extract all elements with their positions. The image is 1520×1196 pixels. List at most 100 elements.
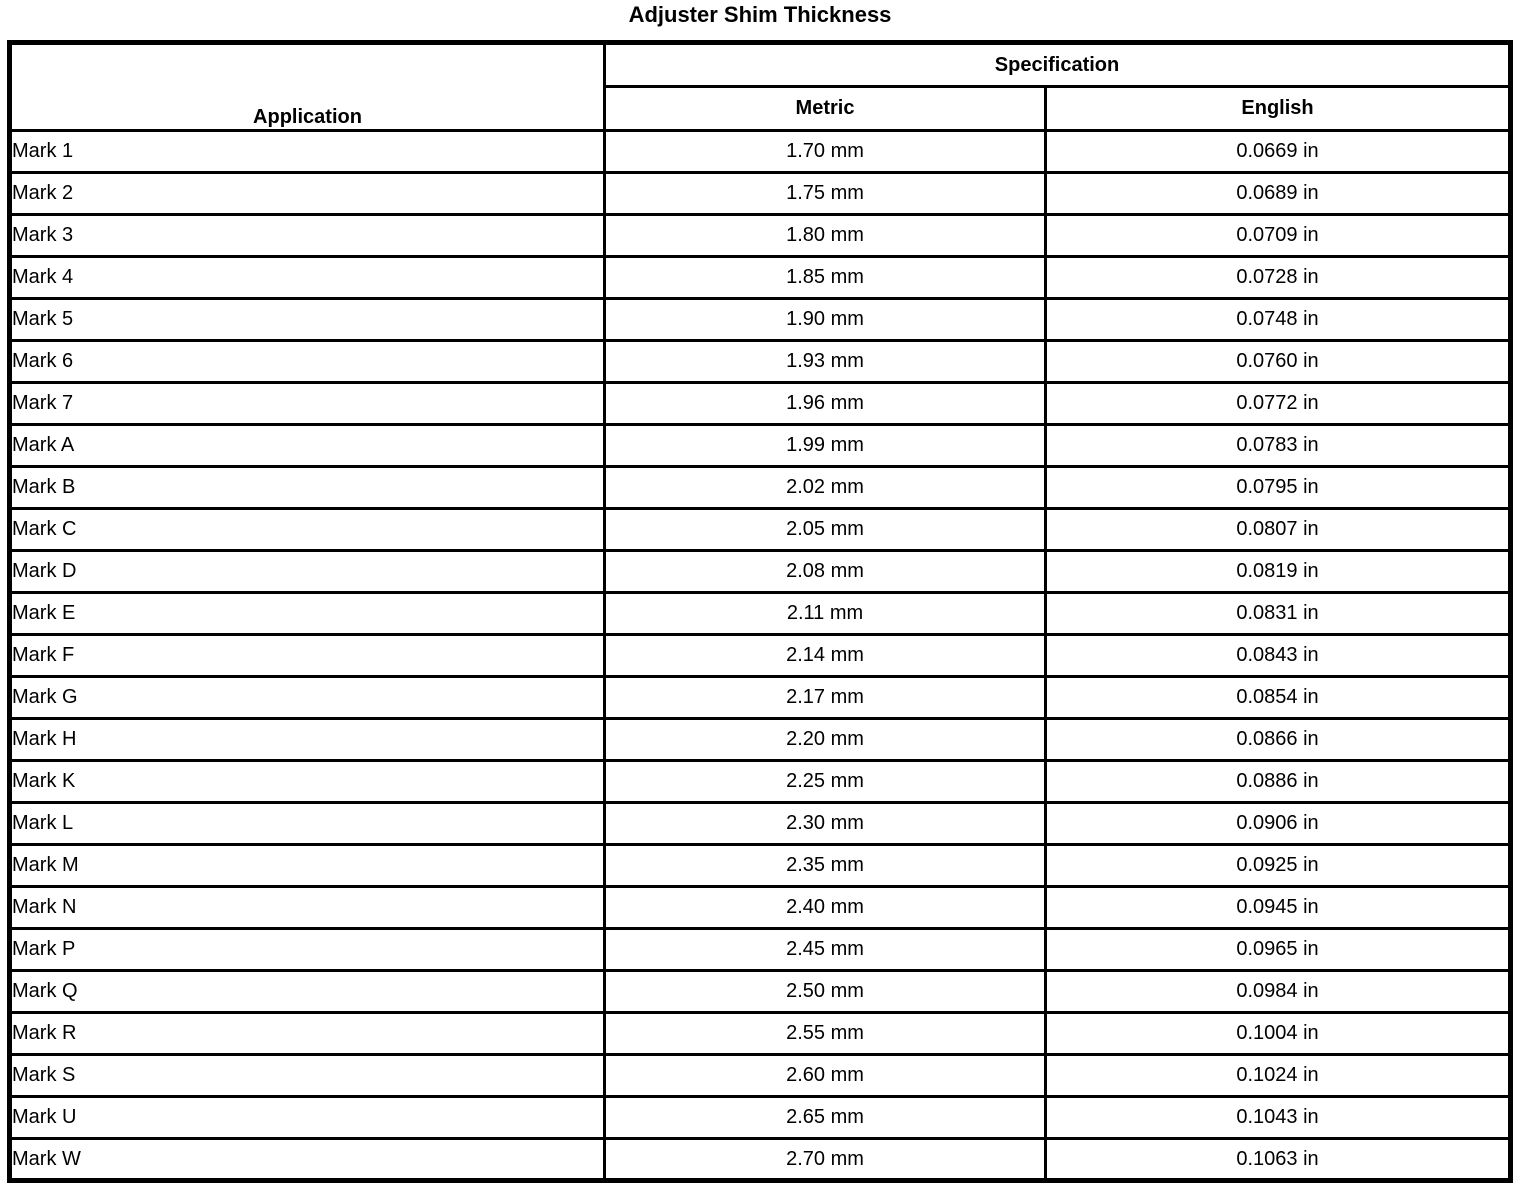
table-row: Mark D 2.08 mm 0.0819 in [8, 549, 1513, 594]
application-cell: Mark Q [8, 969, 606, 1014]
metric-value-cell: 2.05 mm [603, 507, 1047, 552]
english-value-cell: 0.0689 in [1043, 171, 1513, 216]
application-cell: Mark 4 [8, 255, 606, 300]
table-row: Mark F 2.14 mm 0.0843 in [8, 633, 1513, 678]
application-cell: Mark 6 [8, 339, 606, 384]
table-row: Mark 1 1.70 mm 0.0669 in [8, 129, 1513, 174]
application-cell: Mark W [8, 1137, 606, 1182]
english-value-cell: 0.0669 in [1043, 129, 1513, 174]
table-row: Mark 7 1.96 mm 0.0772 in [8, 381, 1513, 426]
english-value-cell: 0.0854 in [1043, 675, 1513, 720]
table-row: Mark N 2.40 mm 0.0945 in [8, 885, 1513, 930]
metric-value-cell: 1.99 mm [603, 423, 1047, 468]
application-cell: Mark A [8, 423, 606, 468]
application-column-header: Application [8, 41, 606, 132]
table-row: Mark B 2.02 mm 0.0795 in [8, 465, 1513, 510]
table-row: Mark E 2.11 mm 0.0831 in [8, 591, 1513, 636]
table-row: Mark U 2.65 mm 0.1043 in [8, 1095, 1513, 1140]
table-row: Mark M 2.35 mm 0.0925 in [8, 843, 1513, 888]
application-cell: Mark U [8, 1095, 606, 1140]
metric-value-cell: 2.11 mm [603, 591, 1047, 636]
application-cell: Mark 7 [8, 381, 606, 426]
english-value-cell: 0.0709 in [1043, 213, 1513, 258]
metric-value-cell: 1.85 mm [603, 255, 1047, 300]
metric-value-cell: 1.80 mm [603, 213, 1047, 258]
metric-value-cell: 2.70 mm [603, 1137, 1047, 1182]
metric-value-cell: 2.35 mm [603, 843, 1047, 888]
application-cell: Mark F [8, 633, 606, 678]
application-cell: Mark M [8, 843, 606, 888]
application-cell: Mark H [8, 717, 606, 762]
table-row: Mark W 2.70 mm 0.1063 in [8, 1137, 1513, 1182]
english-value-cell: 0.0748 in [1043, 297, 1513, 342]
english-value-cell: 0.0728 in [1043, 255, 1513, 300]
metric-column-header: Metric [603, 85, 1047, 132]
application-cell: Mark E [8, 591, 606, 636]
application-cell: Mark S [8, 1053, 606, 1098]
english-value-cell: 0.0772 in [1043, 381, 1513, 426]
table-row: Mark 2 1.75 mm 0.0689 in [8, 171, 1513, 216]
table-row: Mark 6 1.93 mm 0.0760 in [8, 339, 1513, 384]
metric-value-cell: 2.02 mm [603, 465, 1047, 510]
metric-value-cell: 1.93 mm [603, 339, 1047, 384]
english-value-cell: 0.0843 in [1043, 633, 1513, 678]
header-row-2: Metric English [10, 85, 1513, 132]
table-row: Mark Q 2.50 mm 0.0984 in [8, 969, 1513, 1014]
table-row: Mark C 2.05 mm 0.0807 in [8, 507, 1513, 552]
english-value-cell: 0.0925 in [1043, 843, 1513, 888]
metric-value-cell: 2.60 mm [603, 1053, 1047, 1098]
english-value-cell: 0.1043 in [1043, 1095, 1513, 1140]
application-cell: Mark G [8, 675, 606, 720]
table-row: Mark A 1.99 mm 0.0783 in [8, 423, 1513, 468]
table-row: Mark H 2.20 mm 0.0866 in [8, 717, 1513, 762]
application-cell: Mark L [8, 801, 606, 846]
table-body: Mark 1 1.70 mm 0.0669 in Mark 2 1.75 mm … [8, 129, 1513, 1182]
table-row: Mark 4 1.85 mm 0.0728 in [8, 255, 1513, 300]
english-value-cell: 0.0819 in [1043, 549, 1513, 594]
metric-value-cell: 2.40 mm [603, 885, 1047, 930]
application-cell: Mark B [8, 465, 606, 510]
english-value-cell: 0.0945 in [1043, 885, 1513, 930]
metric-value-cell: 2.55 mm [603, 1011, 1047, 1056]
table-row: Mark G 2.17 mm 0.0854 in [8, 675, 1513, 720]
metric-value-cell: 2.20 mm [603, 717, 1047, 762]
application-cell: Mark C [8, 507, 606, 552]
metric-value-cell: 2.45 mm [603, 927, 1047, 972]
english-value-cell: 0.0984 in [1043, 969, 1513, 1014]
metric-value-cell: 2.25 mm [603, 759, 1047, 804]
table-row: Mark S 2.60 mm 0.1024 in [8, 1053, 1513, 1098]
application-cell: Mark 1 [8, 129, 606, 174]
application-cell: Mark N [8, 885, 606, 930]
english-column-header: English [1043, 85, 1513, 132]
specification-column-header: Specification [602, 41, 1513, 88]
metric-value-cell: 2.17 mm [603, 675, 1047, 720]
table-row: Mark 5 1.90 mm 0.0748 in [8, 297, 1513, 342]
english-value-cell: 0.0783 in [1043, 423, 1513, 468]
metric-value-cell: 1.75 mm [603, 171, 1047, 216]
english-value-cell: 0.1024 in [1043, 1053, 1513, 1098]
table-header: Application Specification Metric English [8, 41, 1513, 132]
english-value-cell: 0.0795 in [1043, 465, 1513, 510]
application-cell: Mark K [8, 759, 606, 804]
english-value-cell: 0.0965 in [1043, 927, 1513, 972]
application-cell: Mark 2 [8, 171, 606, 216]
english-value-cell: 0.1004 in [1043, 1011, 1513, 1056]
table-row: Mark R 2.55 mm 0.1004 in [8, 1011, 1513, 1056]
metric-value-cell: 2.08 mm [603, 549, 1047, 594]
metric-value-cell: 2.50 mm [603, 969, 1047, 1014]
application-cell: Mark R [8, 1011, 606, 1056]
metric-value-cell: 2.30 mm [603, 801, 1047, 846]
metric-value-cell: 1.96 mm [603, 381, 1047, 426]
english-value-cell: 0.0866 in [1043, 717, 1513, 762]
english-value-cell: 0.0831 in [1043, 591, 1513, 636]
metric-value-cell: 1.90 mm [603, 297, 1047, 342]
english-value-cell: 0.0886 in [1043, 759, 1513, 804]
metric-value-cell: 2.14 mm [603, 633, 1047, 678]
table-row: Mark 3 1.80 mm 0.0709 in [8, 213, 1513, 258]
header-row-1: Application Specification [8, 41, 1513, 132]
application-cell: Mark 5 [8, 297, 606, 342]
english-value-cell: 0.0906 in [1043, 801, 1513, 846]
application-cell: Mark P [8, 927, 606, 972]
application-cell: Mark D [8, 549, 606, 594]
